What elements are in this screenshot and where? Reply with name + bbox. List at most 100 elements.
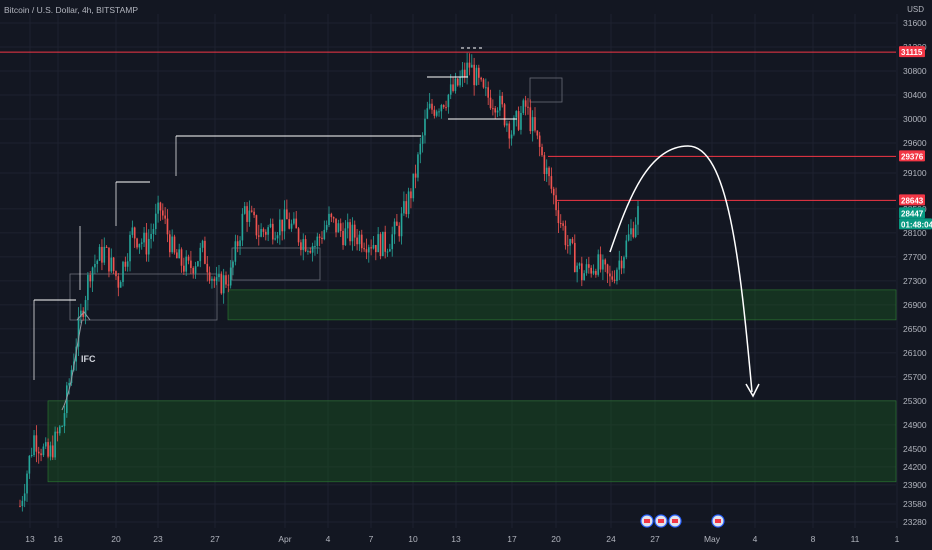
candle-body (173, 236, 176, 253)
candle-body (412, 173, 415, 199)
candle-body (124, 261, 127, 267)
candle-body (276, 235, 279, 239)
candle-body (606, 264, 609, 274)
y-tick-label: 25700 (903, 372, 927, 382)
candle-body (161, 210, 164, 216)
y-tick-label: 26900 (903, 300, 927, 310)
candle-body (33, 435, 35, 456)
candle-body (26, 473, 28, 494)
price-badge (899, 46, 925, 58)
annotations: IFC (33, 47, 760, 411)
candle-body (103, 246, 106, 263)
price-badge (899, 218, 932, 230)
candle-body (351, 224, 354, 242)
candle-body (466, 62, 468, 77)
candle-body (550, 176, 553, 189)
candle-body (609, 273, 611, 277)
candle-body (372, 245, 375, 249)
candle-body (337, 223, 340, 233)
candle-body (419, 143, 422, 155)
candle-body (253, 211, 255, 216)
candle-body (323, 229, 326, 240)
candle-body (487, 87, 490, 98)
y-tick-label: 24200 (903, 462, 927, 472)
candle-body (477, 67, 480, 78)
candle-body (171, 236, 173, 253)
candle-body (206, 263, 209, 273)
candle-body (564, 225, 567, 246)
candle-body (267, 227, 269, 235)
candle-body (304, 239, 307, 252)
candle-body (520, 112, 522, 130)
annotation-box (69, 273, 218, 321)
price-badge (899, 150, 925, 162)
candle-body (529, 107, 532, 132)
candle-body (80, 310, 82, 318)
y-tick-label: 24900 (903, 420, 927, 430)
candle-body (468, 62, 471, 68)
candle-body (58, 426, 61, 434)
y-tick-label: 25300 (903, 396, 927, 406)
candle-body (225, 275, 227, 285)
candle-body (627, 234, 630, 241)
candle-body (534, 117, 536, 131)
candle-body (117, 276, 120, 288)
candle-body (262, 229, 265, 232)
candle-body (555, 195, 557, 211)
price-badge-label: 28447 (901, 209, 924, 218)
y-tick-label: 26500 (903, 324, 927, 334)
candle-body (405, 201, 408, 215)
x-tick-label: 27 (210, 534, 220, 544)
event-flag-icon-center (658, 519, 664, 523)
candle-body (279, 219, 281, 236)
x-tick-label: May (704, 534, 721, 544)
candle-body (192, 267, 195, 274)
candle-body (119, 282, 122, 288)
candle-body (68, 382, 70, 386)
candle-body (63, 413, 66, 427)
candle-body (588, 264, 590, 268)
axes: 23280 23580 23900 24200 24500 24900 25300 25700… (25, 18, 932, 544)
candle-body (449, 84, 452, 95)
candle-body (321, 237, 323, 240)
candle-body (140, 242, 143, 244)
candle-body (236, 241, 239, 247)
candle-body (522, 100, 525, 113)
annotation-box (529, 77, 563, 103)
candle-body (234, 241, 237, 262)
candle-body (346, 222, 349, 229)
x-tick-label: 24 (606, 534, 616, 544)
y-tick-label: 24500 (903, 444, 927, 454)
candle-body (414, 173, 417, 178)
candle-body (239, 240, 241, 247)
candle-body (190, 260, 192, 268)
candle-body (180, 249, 183, 266)
candle-body (510, 134, 513, 139)
candle-body (325, 225, 328, 230)
candle-body (154, 213, 157, 230)
candle-body (473, 64, 475, 86)
candle-body (613, 279, 616, 281)
candle-body (42, 446, 45, 456)
y-tick-label: 23900 (903, 480, 927, 490)
candle-body (435, 111, 438, 116)
candle-body (108, 247, 110, 272)
x-tick-label: 7 (369, 534, 374, 544)
candle-body (44, 442, 47, 447)
candle-body (454, 78, 457, 91)
candle-body (456, 78, 459, 86)
candle-body (592, 271, 595, 274)
candle-body (147, 238, 150, 255)
x-tick-label: 17 (507, 534, 517, 544)
candle-body (445, 107, 447, 109)
candle-body (328, 213, 330, 226)
candle-body (311, 246, 314, 253)
candle-body (393, 221, 396, 235)
candle-body (602, 259, 604, 270)
event-icons[interactable] (640, 514, 725, 528)
candle-body (131, 227, 134, 235)
candle-body (318, 236, 321, 238)
candle-body (213, 278, 216, 282)
y-tick-label: 26100 (903, 348, 927, 358)
